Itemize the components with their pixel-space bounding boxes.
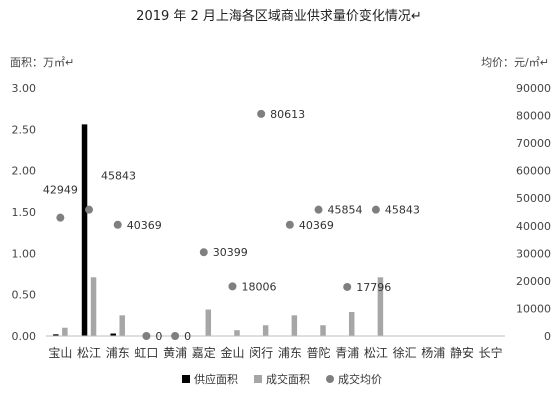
left-axis-ticks: 0.00 0.50 1.00 1.50 2.00 2.50 3.00: [12, 82, 37, 343]
price-point: [171, 332, 180, 340]
left-axis-label: 面积：万㎡↵: [10, 56, 74, 69]
right-tick-label: 20000: [516, 275, 551, 288]
bar-deal: [291, 315, 298, 336]
bar-deal: [377, 277, 384, 336]
chart-title: 2019 年 2 月上海各区域商业供求量价变化情况↵: [136, 8, 422, 24]
category-label: 黄浦: [163, 346, 187, 360]
x-axis-categories: 宝山 松江 浦东 虹口 黄浦 嘉定 金山 闵行 浦东 普陀 青浦 松江 徐汇 杨浦 静安 长宁: [48, 345, 502, 360]
category-label: 闵行: [249, 345, 273, 360]
bar-deal: [205, 309, 212, 336]
legend-label: 成交面积: [266, 372, 310, 386]
price-label: 80613: [270, 108, 305, 121]
right-axis-ticks: 0 10000 20000 30000 40000 50000 60000 70000 8000…: [516, 82, 551, 343]
category-label: 浦东: [106, 346, 130, 360]
left-tick-label: 2.50: [12, 123, 37, 136]
price-point: [285, 220, 294, 229]
right-tick-label: 60000: [516, 165, 551, 178]
right-tick-label: 90000: [516, 82, 551, 95]
price-label: 42949: [43, 184, 78, 197]
legend-label: 成交均价: [338, 372, 382, 386]
right-axis-label: 均价：元/㎡↵: [481, 56, 549, 69]
category-label: 青浦: [335, 346, 359, 360]
bar-deal: [62, 327, 68, 336]
category-label: 金山: [220, 345, 244, 360]
right-tick-label: 30000: [516, 247, 551, 260]
bar-supply: [110, 333, 116, 336]
legend: 供应面积 成交面积 成交均价: [182, 372, 382, 386]
price-label: 40369: [299, 219, 334, 232]
left-tick-label: 0.00: [12, 330, 37, 343]
price-label: 0: [155, 330, 162, 343]
price-point: [199, 248, 208, 257]
price-label: 0: [184, 330, 191, 343]
price-label: 45843: [385, 204, 420, 217]
left-tick-label: 2.00: [12, 165, 37, 178]
right-tick-label: 70000: [516, 137, 551, 150]
category-label: 静安: [450, 345, 474, 360]
right-tick-label: 50000: [516, 192, 551, 205]
price-point: [257, 109, 266, 118]
scatter-points: 42949 45843 40369 0 0 30399 18006 80613 40369 458…: [43, 108, 420, 343]
legend-label: 供应面积: [194, 372, 238, 386]
left-tick-label: 3.00: [12, 82, 37, 95]
category-label: 松江: [364, 346, 388, 360]
price-point: [343, 282, 352, 291]
price-point: [142, 332, 151, 340]
legend-marker: [326, 375, 334, 383]
bar-deal: [320, 325, 326, 336]
price-label: 40369: [127, 219, 162, 232]
left-tick-label: 1.00: [12, 247, 37, 260]
bar-supply: [81, 124, 88, 336]
category-label: 普陀: [307, 345, 331, 360]
bar-deal: [119, 315, 125, 336]
category-label: 宝山: [48, 346, 72, 360]
price-point: [314, 205, 323, 214]
left-tick-label: 1.50: [12, 206, 37, 219]
price-point: [371, 205, 380, 214]
price-label: 45843: [101, 170, 136, 183]
price-label: 30399: [213, 246, 248, 259]
price-label: 17796: [356, 281, 391, 294]
price-point: [113, 220, 122, 229]
bar-deal: [262, 325, 269, 336]
category-label: 松江: [77, 346, 101, 360]
price-point: [85, 205, 94, 214]
price-point: [228, 282, 237, 291]
right-tick-label: 80000: [516, 110, 551, 123]
right-tick-label: 40000: [516, 220, 551, 233]
category-label: 长宁: [479, 345, 503, 360]
bar-supply: [53, 334, 59, 336]
left-tick-label: 0.50: [12, 289, 37, 302]
bar-deal: [348, 312, 355, 336]
right-tick-label: 0: [544, 330, 551, 343]
price-point: [56, 213, 65, 222]
price-label: 18006: [241, 280, 276, 293]
category-label: 徐汇: [393, 345, 417, 360]
right-tick-label: 10000: [516, 302, 551, 315]
bars: [53, 124, 384, 336]
category-label: 嘉定: [192, 345, 216, 360]
legend-swatch: [254, 375, 262, 383]
legend-swatch: [182, 375, 190, 383]
category-label: 浦东: [278, 346, 302, 360]
category-label: 杨浦: [421, 345, 445, 360]
bar-deal: [90, 277, 97, 336]
price-label: 45854: [328, 204, 363, 217]
bar-deal: [234, 330, 240, 336]
category-label: 虹口: [134, 346, 158, 360]
